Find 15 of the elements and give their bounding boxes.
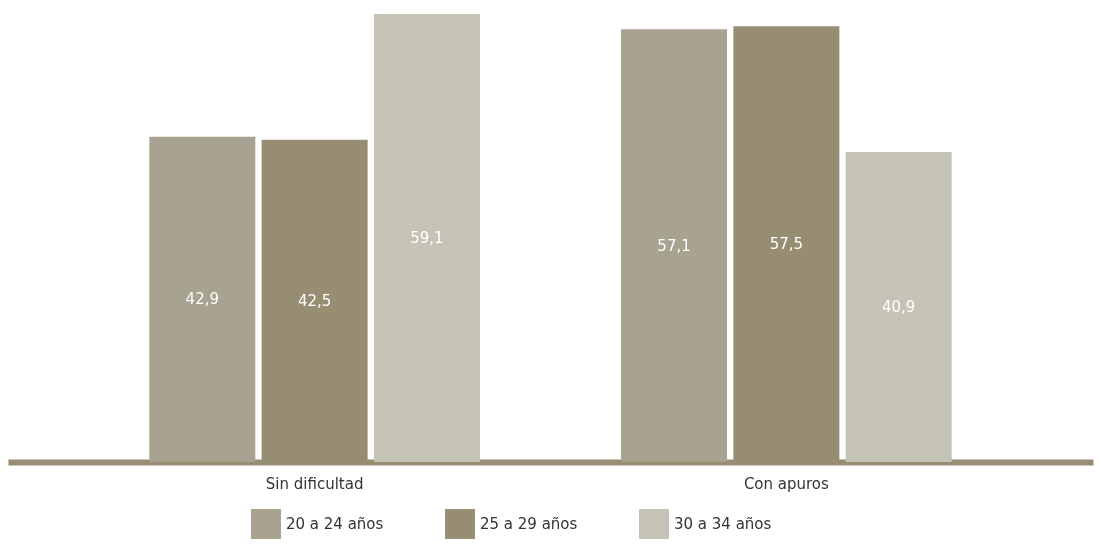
bar (373, 14, 480, 462)
bar (149, 136, 256, 462)
data-label: 42,5 (297, 291, 332, 310)
bar (845, 151, 952, 462)
data-label: 57,5 (769, 235, 804, 254)
x-tick-label: Con apuros (743, 474, 830, 493)
legend-label: 30 a 34 años (674, 515, 772, 533)
data-label: 59,1 (410, 229, 444, 247)
data-label: 40,9 (881, 297, 916, 316)
data-label: 57,1 (657, 236, 691, 255)
x-tick-label: Sin dificultad (265, 474, 364, 493)
data-label: 42,9 (185, 290, 220, 309)
legend-label: 25 a 29 años (480, 515, 578, 533)
bar (621, 29, 728, 462)
legend-label: 20 a 24 años (286, 515, 384, 533)
